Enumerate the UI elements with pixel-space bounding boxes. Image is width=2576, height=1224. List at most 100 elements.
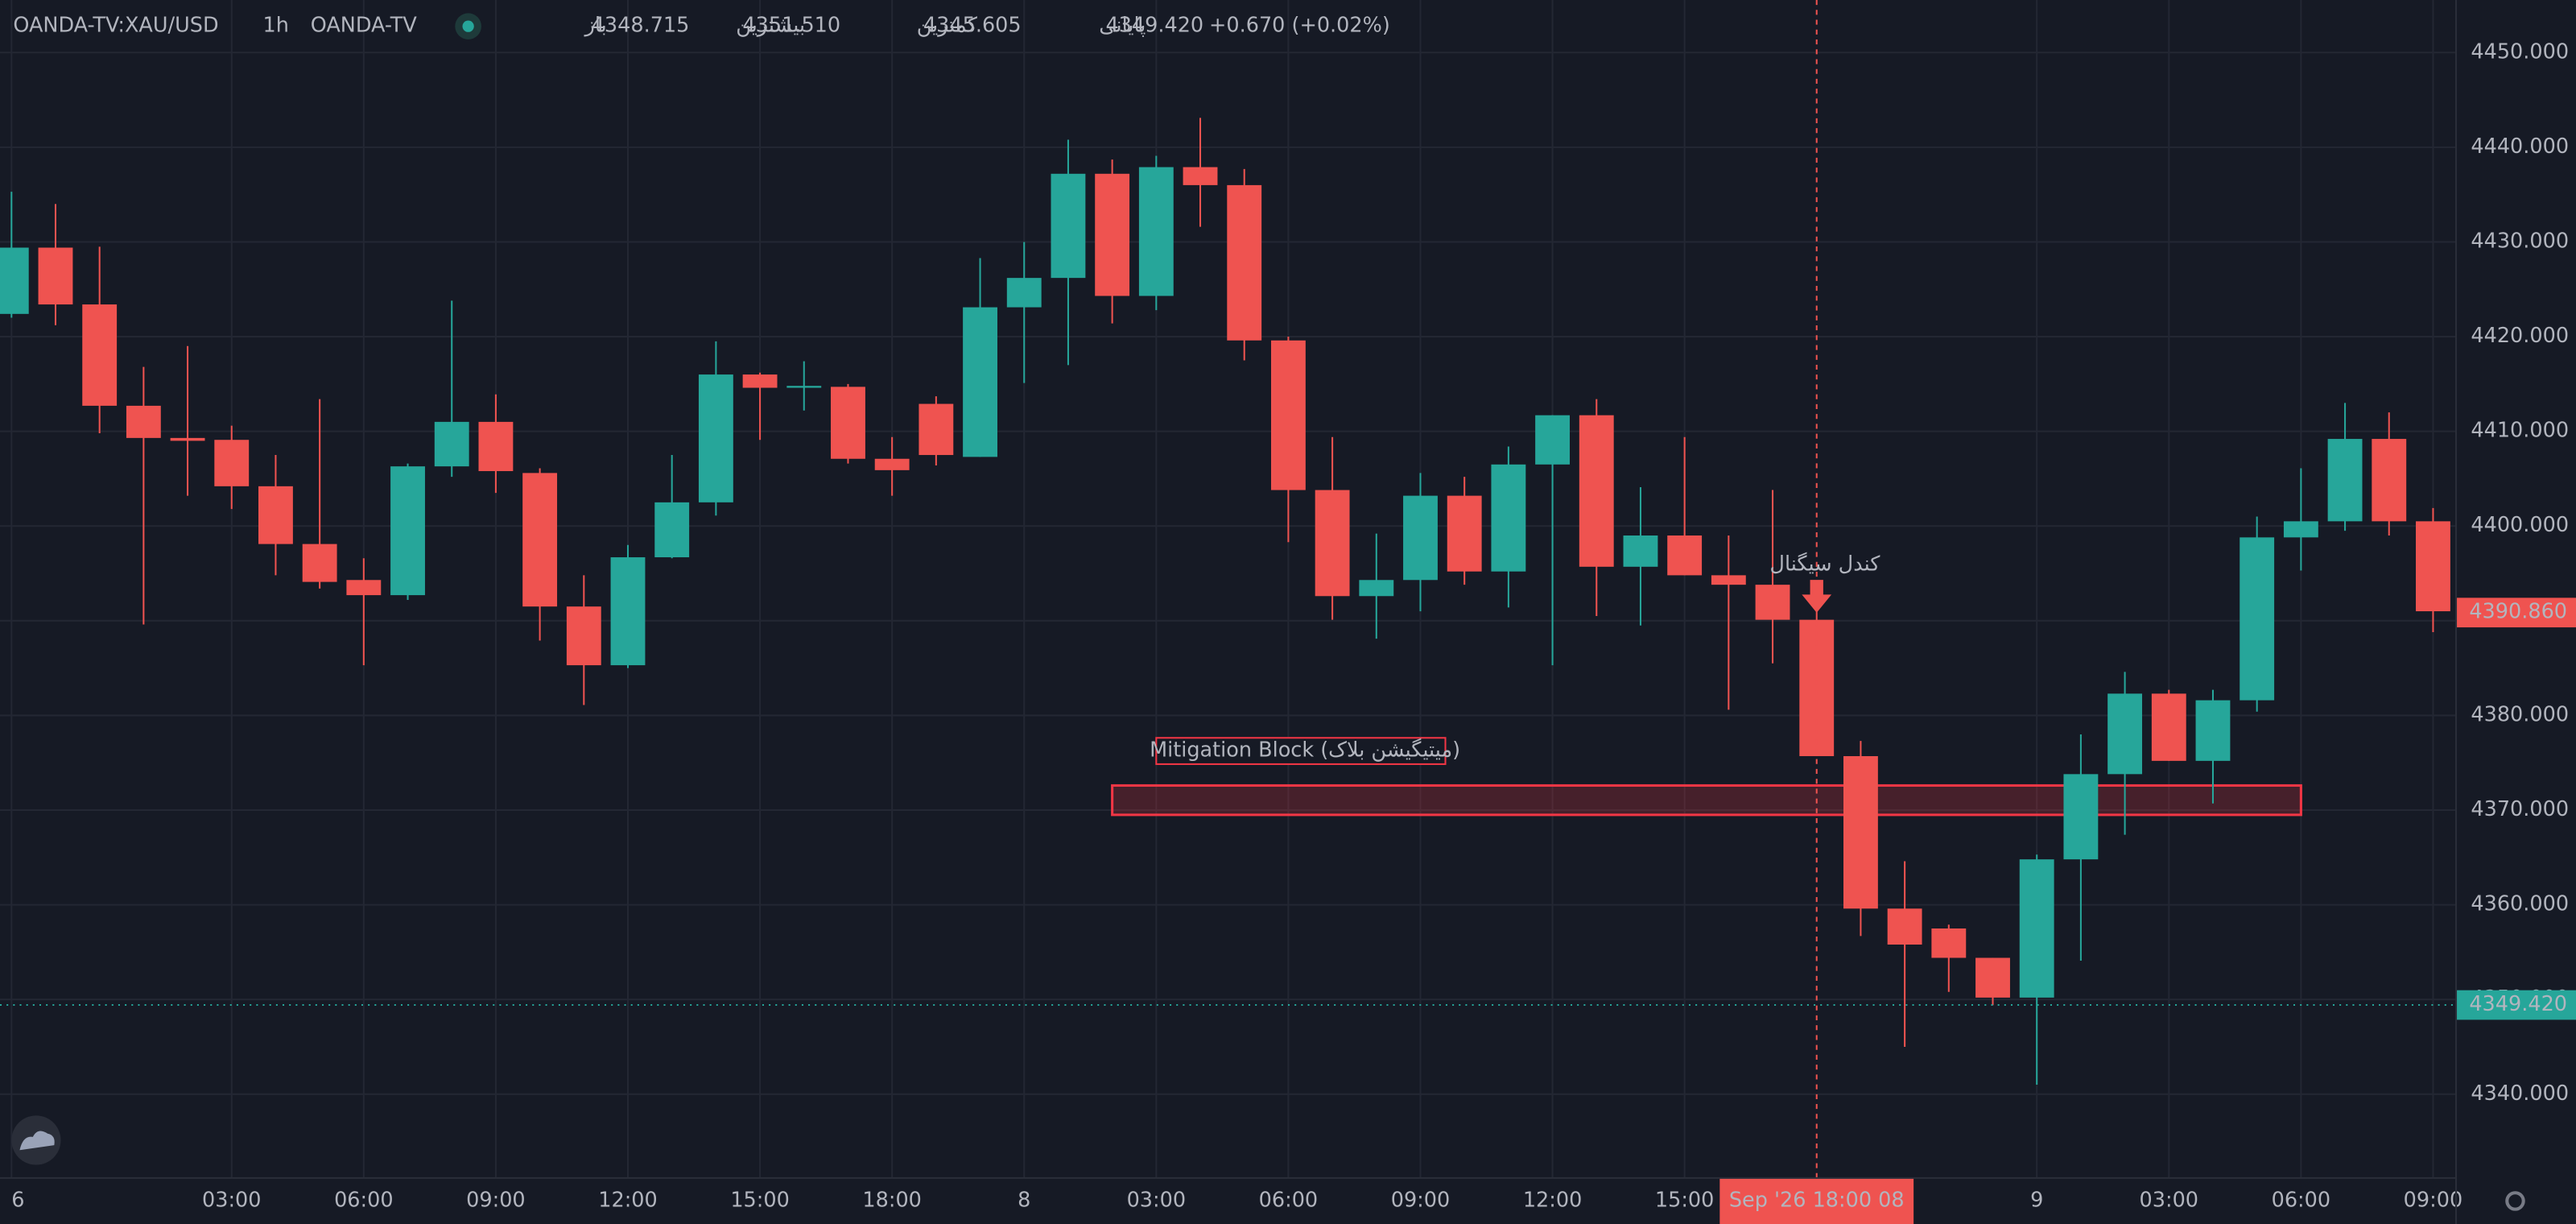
- zone-label: Mitigation Block (میتیگیشن بلاک): [1150, 738, 1460, 763]
- y-tick-label: 4440.000: [2471, 134, 2569, 159]
- x-tick-label: 03:00: [1127, 1188, 1187, 1212]
- candle-body: [1535, 415, 1570, 465]
- candle-body: [522, 473, 558, 607]
- y-tick-label: 4400.000: [2471, 513, 2569, 537]
- x-tick-label: 6: [11, 1188, 24, 1212]
- candle-body: [698, 374, 733, 502]
- candle-body: [346, 580, 382, 596]
- candle-body: [0, 247, 29, 314]
- candle-body: [302, 544, 337, 582]
- x-tick-label: 03:00: [202, 1188, 262, 1212]
- ohlc-label: بیشترین: [736, 14, 805, 38]
- candle-body: [2372, 439, 2407, 522]
- y-tick-label: 4450.000: [2471, 39, 2569, 64]
- candle-body: [1051, 173, 1086, 279]
- zone-label-box: [1155, 737, 1447, 765]
- candle-body: [1491, 464, 1526, 572]
- candle-body: [2107, 693, 2143, 775]
- ohlc-value: 4345.605: [923, 14, 1022, 38]
- x-tick-label: 15:00: [1655, 1188, 1715, 1212]
- symbol: OANDA-TV:XAU/USD: [13, 14, 218, 38]
- x-tick-label: 15:00: [730, 1188, 790, 1212]
- candle-body: [1359, 580, 1394, 597]
- ohlc-label: پایانی: [1099, 14, 1146, 38]
- bar-price-label: 4390.860: [2469, 600, 2567, 624]
- candle-body: [1315, 490, 1350, 597]
- x-tick-label: 09:00: [1391, 1188, 1451, 1212]
- x-tick-label: 09:00: [466, 1188, 526, 1212]
- mitigation-zone: [1111, 784, 2302, 817]
- candle-body: [1579, 415, 1614, 567]
- x-tick-label: 06:00: [1259, 1188, 1319, 1212]
- candle-body: [874, 458, 910, 470]
- candle-body: [1138, 167, 1174, 296]
- ohlc-value: 4349.420: [1105, 14, 1203, 38]
- candle-body: [1095, 173, 1130, 296]
- x-tick-label: 12:00: [598, 1188, 658, 1212]
- ohlc-label: کمترین: [917, 14, 978, 38]
- ohlc-value: 4348.715: [592, 14, 690, 38]
- bar-price-tag: [2456, 598, 2576, 628]
- crosshair-label-box: [1719, 1177, 1914, 1224]
- candle-body: [654, 502, 690, 558]
- candle-body: [1403, 495, 1438, 581]
- candle-body: [434, 421, 469, 467]
- y-tick-label: 4430.000: [2471, 229, 2569, 253]
- candle-body: [1447, 495, 1482, 572]
- candle-body: [1799, 619, 1835, 756]
- candle-body: [919, 403, 954, 456]
- y-tick-label: 4370.000: [2471, 797, 2569, 821]
- candle-body: [2019, 859, 2054, 998]
- ohlc-value: 4351.510: [742, 14, 840, 38]
- y-tick-label: 4360.000: [2471, 892, 2569, 916]
- y-tick-label: 4420.000: [2471, 324, 2569, 348]
- x-tick-label: 06:00: [334, 1188, 394, 1212]
- y-tick-label: 4410.000: [2471, 419, 2569, 443]
- candle-body: [1667, 535, 1703, 576]
- candle-body: [1270, 340, 1306, 490]
- candle-body: [566, 606, 601, 666]
- y-tick-label: 4380.000: [2471, 702, 2569, 726]
- candle-body: [786, 386, 822, 388]
- y-tick-label: 4340.000: [2471, 1081, 2569, 1106]
- candle-body: [1931, 928, 1967, 958]
- candle-body: [610, 557, 646, 666]
- candle-body: [1623, 535, 1658, 567]
- x-tick-label: 9: [2030, 1188, 2043, 1212]
- candle-body: [1755, 585, 1790, 620]
- candle-body: [1975, 957, 2010, 998]
- source: OANDA-TV: [311, 14, 418, 38]
- candle-body: [214, 440, 250, 486]
- candle-body: [82, 304, 118, 406]
- x-tick-label: 06:00: [2272, 1188, 2331, 1212]
- candle-body: [2195, 700, 2231, 761]
- candle-body: [1887, 908, 1922, 945]
- candle-body: [2240, 537, 2275, 701]
- ohlc-label: باز: [584, 14, 607, 38]
- x-tick-label: 18:00: [862, 1188, 922, 1212]
- candle-body: [2151, 693, 2186, 761]
- interval: 1h: [263, 14, 289, 38]
- candle-body: [1227, 184, 1262, 341]
- candle-body: [1711, 575, 1746, 585]
- candle-body: [2327, 439, 2363, 522]
- candle-body: [2416, 521, 2450, 612]
- signal-arrow: [1802, 580, 1832, 613]
- candle-body: [1843, 755, 1878, 909]
- candle-body: [742, 374, 778, 388]
- settings-icon[interactable]: [2505, 1191, 2525, 1211]
- candle-body: [2283, 521, 2318, 538]
- candle-body: [258, 486, 293, 544]
- signal-label: کندل سیگنال: [1769, 552, 1880, 577]
- x-tick-label: 09:00: [2404, 1188, 2463, 1212]
- last-price-label: 4349.420: [2469, 992, 2567, 1016]
- candle-body: [963, 307, 997, 457]
- x-tick-label: 8: [1018, 1188, 1030, 1212]
- candle-body: [831, 387, 865, 459]
- candle-body: [2063, 774, 2099, 860]
- logo-icon: [19, 1131, 55, 1151]
- candle-body: [478, 421, 514, 472]
- candle-body: [126, 405, 161, 438]
